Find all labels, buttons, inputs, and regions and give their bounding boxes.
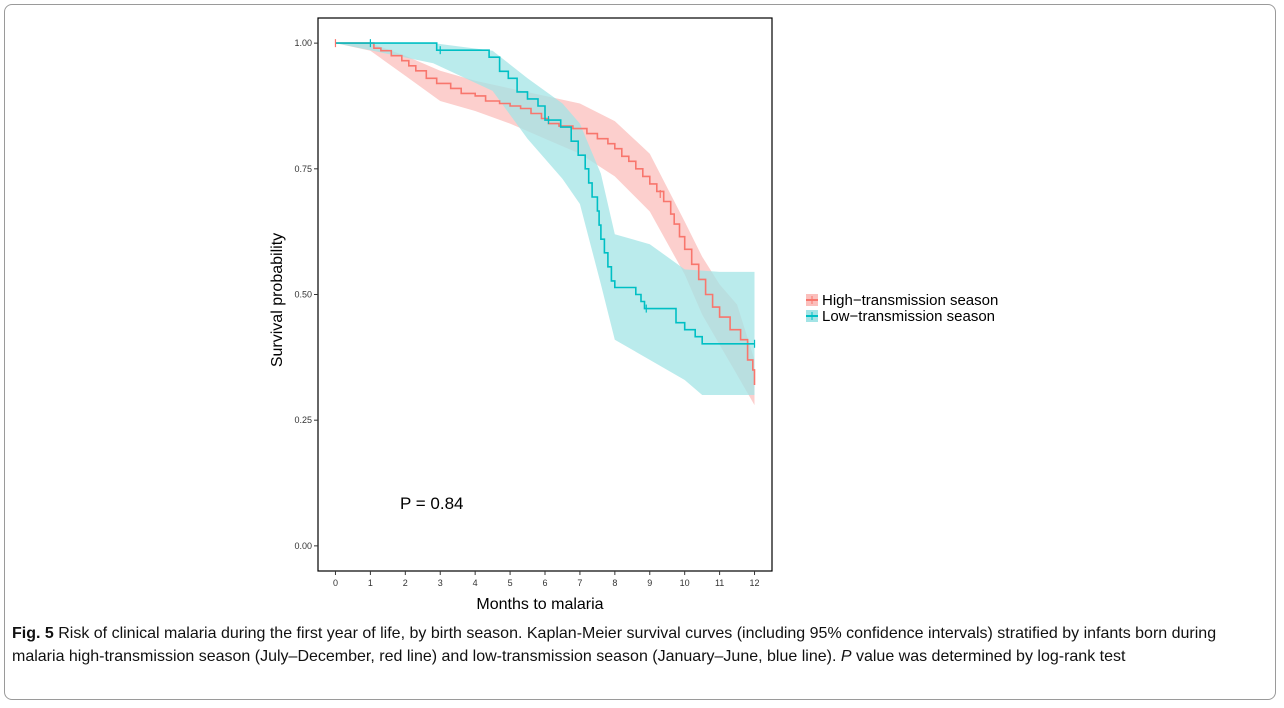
x-tick-label: 9 bbox=[647, 578, 652, 588]
y-tick-label: 0.75 bbox=[294, 164, 312, 174]
x-tick-label: 11 bbox=[715, 578, 724, 588]
high-survival-line bbox=[335, 42, 756, 385]
figure-frame bbox=[4, 4, 1276, 700]
x-tick-label: 1 bbox=[368, 578, 373, 588]
x-axis-label: Months to malaria bbox=[476, 596, 603, 613]
figure-caption: Fig. 5 Risk of clinical malaria during t… bbox=[12, 622, 1262, 668]
x-tick-label: 3 bbox=[438, 578, 443, 588]
high-legend-label: High−transmission season bbox=[822, 292, 998, 309]
caption-text-end: value was determined by log-rank test bbox=[851, 648, 1126, 665]
y-tick-label: 1.00 bbox=[294, 38, 312, 48]
caption-text: Risk of clinical malaria during the firs… bbox=[12, 625, 1217, 665]
x-tick-label: 12 bbox=[750, 578, 760, 588]
legend: High−transmission seasonLow−transmission… bbox=[806, 292, 998, 325]
km-chart: 0 1 2 3 4 5 6 7 8 9 10 11 12 0.000.250.500.751.00 Mo… bbox=[269, 17, 998, 613]
x-tick-label: 6 bbox=[542, 578, 547, 588]
caption-p-label: P bbox=[840, 648, 852, 665]
x-tick-label: 10 bbox=[680, 578, 690, 588]
x-tick-label: 4 bbox=[473, 578, 478, 588]
p-value-annotation: P = 0.84 bbox=[400, 494, 464, 513]
low-legend-label: Low−transmission season bbox=[822, 308, 995, 325]
y-tick-label: 0.50 bbox=[294, 290, 312, 300]
y-axis-label: Survival probability bbox=[269, 233, 286, 367]
x-tick-label: 5 bbox=[508, 578, 513, 588]
confidence-bands bbox=[335, 43, 755, 406]
censor-marks bbox=[334, 39, 756, 348]
y-tick-label: 0.00 bbox=[294, 541, 312, 551]
x-tick-label: 7 bbox=[577, 578, 582, 588]
x-tick-label: 0 bbox=[333, 578, 338, 588]
low-survival-line bbox=[335, 42, 755, 345]
survival-curves bbox=[335, 42, 756, 385]
y-tick-label: 0.25 bbox=[294, 415, 312, 425]
figure-label: Fig. 5 bbox=[12, 625, 54, 642]
x-axis: 0 1 2 3 4 5 6 7 8 9 10 11 12 bbox=[333, 571, 760, 588]
x-tick-label: 2 bbox=[403, 578, 408, 588]
y-axis: 0.00 0.25 0.50 0.75 1.00 bbox=[294, 38, 318, 551]
x-tick-label: 8 bbox=[612, 578, 617, 588]
low-ci-band bbox=[335, 43, 755, 395]
